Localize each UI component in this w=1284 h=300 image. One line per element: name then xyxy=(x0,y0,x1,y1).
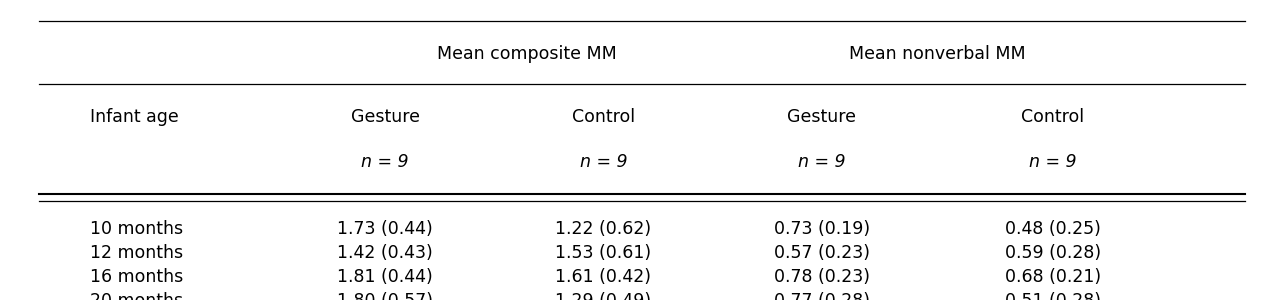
Text: 1.42 (0.43): 1.42 (0.43) xyxy=(338,244,433,262)
Text: 12 months: 12 months xyxy=(90,244,184,262)
Text: 1.61 (0.42): 1.61 (0.42) xyxy=(556,268,651,286)
Text: 1.53 (0.61): 1.53 (0.61) xyxy=(556,244,651,262)
Text: 0.51 (0.28): 0.51 (0.28) xyxy=(1005,292,1100,300)
Text: 0.78 (0.23): 0.78 (0.23) xyxy=(774,268,869,286)
Text: n = 9: n = 9 xyxy=(1030,153,1076,171)
Text: 1.29 (0.49): 1.29 (0.49) xyxy=(556,292,651,300)
Text: n = 9: n = 9 xyxy=(580,153,627,171)
Text: Gesture: Gesture xyxy=(787,108,856,126)
Text: 0.77 (0.28): 0.77 (0.28) xyxy=(774,292,869,300)
Text: 1.81 (0.44): 1.81 (0.44) xyxy=(338,268,433,286)
Text: 10 months: 10 months xyxy=(90,220,184,238)
Text: 0.57 (0.23): 0.57 (0.23) xyxy=(774,244,869,262)
Text: Mean composite MM: Mean composite MM xyxy=(437,45,616,63)
Text: 0.59 (0.28): 0.59 (0.28) xyxy=(1005,244,1100,262)
Text: 1.80 (0.57): 1.80 (0.57) xyxy=(338,292,433,300)
Text: 0.73 (0.19): 0.73 (0.19) xyxy=(774,220,869,238)
Text: 1.73 (0.44): 1.73 (0.44) xyxy=(338,220,433,238)
Text: Mean nonverbal MM: Mean nonverbal MM xyxy=(849,45,1026,63)
Text: 0.48 (0.25): 0.48 (0.25) xyxy=(1005,220,1100,238)
Text: 0.68 (0.21): 0.68 (0.21) xyxy=(1005,268,1100,286)
Text: Infant age: Infant age xyxy=(90,108,178,126)
Text: n = 9: n = 9 xyxy=(799,153,845,171)
Text: n = 9: n = 9 xyxy=(362,153,408,171)
Text: Gesture: Gesture xyxy=(351,108,420,126)
Text: 16 months: 16 months xyxy=(90,268,184,286)
Text: Control: Control xyxy=(571,108,636,126)
Text: 20 months: 20 months xyxy=(90,292,184,300)
Text: Control: Control xyxy=(1021,108,1085,126)
Text: 1.22 (0.62): 1.22 (0.62) xyxy=(556,220,651,238)
